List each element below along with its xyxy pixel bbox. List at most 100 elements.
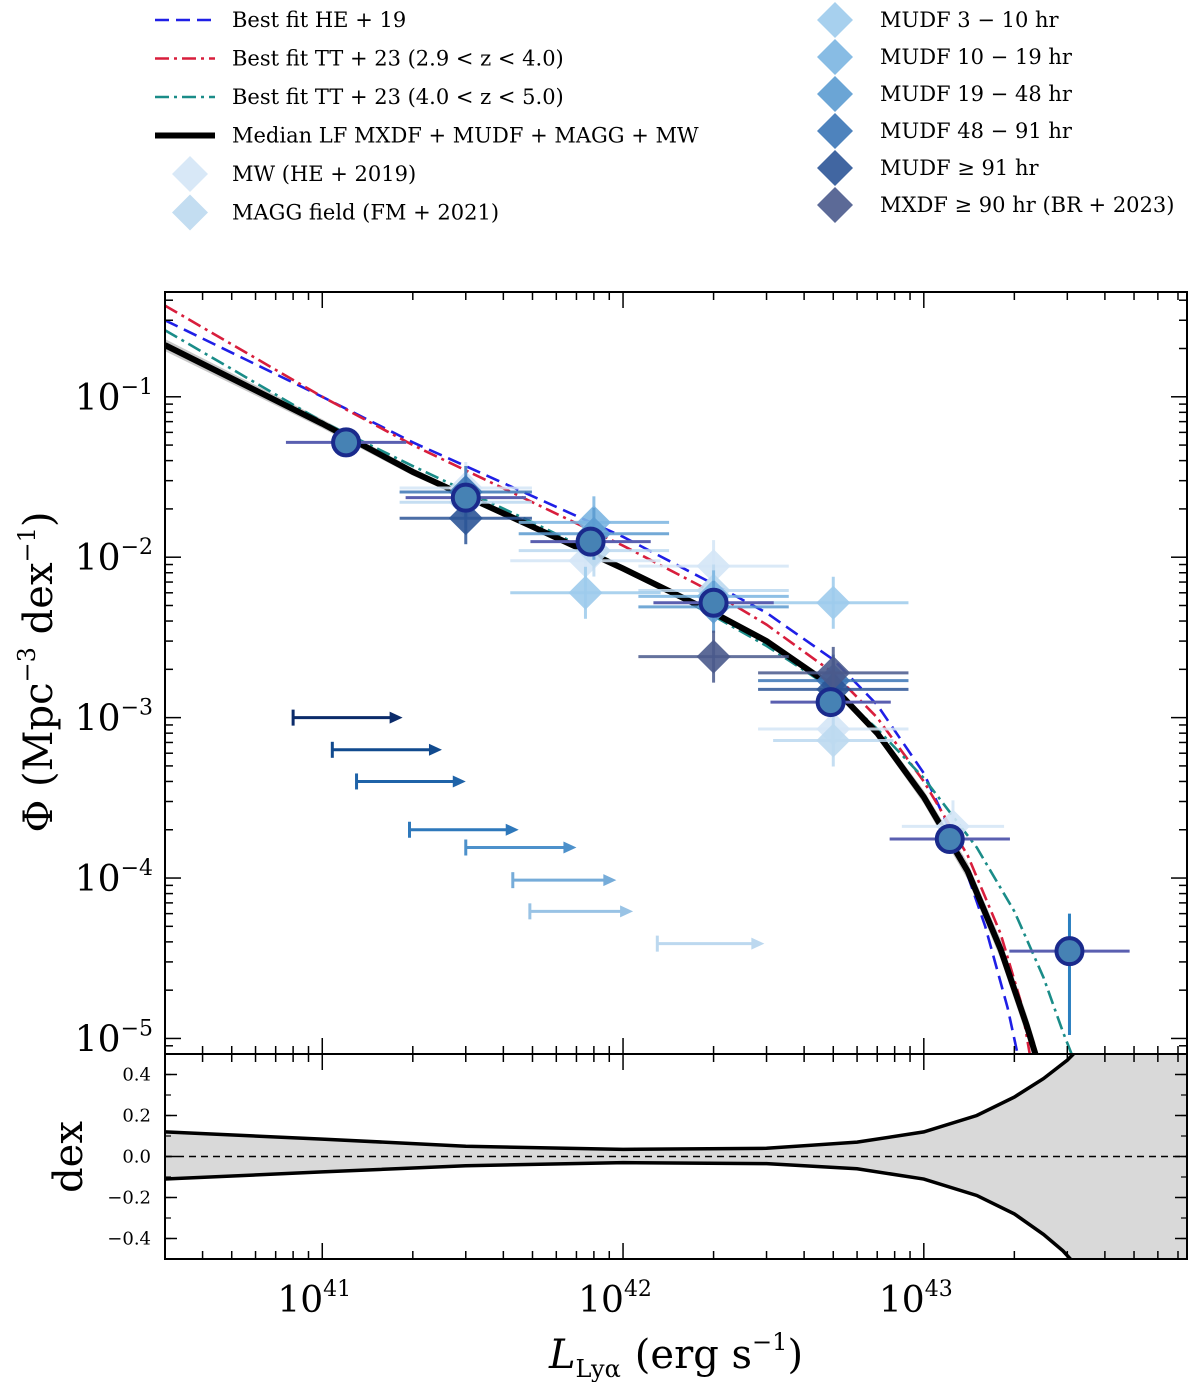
circle-marker	[1054, 936, 1085, 967]
arrow-head	[563, 841, 577, 854]
legend-entry: Median LF MXDF + MUDF + MAGG + MW	[155, 124, 699, 148]
circle-marker	[934, 824, 965, 855]
y-tick-label: 10−4	[75, 856, 153, 900]
y-title-part: dex	[16, 562, 62, 647]
legend-entry: MW (HE + 2019)	[172, 156, 416, 192]
x-title-close: )	[787, 1332, 803, 1378]
legend-diamond-marker	[817, 76, 853, 112]
diamond-marker	[696, 639, 731, 674]
x-axis-title: LLyα (erg s−1)	[548, 1328, 803, 1382]
residual-tick-label: 0.0	[122, 1147, 151, 1168]
x-tick-label-exp: 43	[925, 1277, 953, 1302]
y-tick-label-base: 10	[75, 699, 121, 740]
circle-marker	[815, 687, 846, 718]
y-title-part: Φ (Mpc	[16, 682, 62, 832]
legend-diamond-marker	[817, 2, 853, 38]
x-tick-label: 1043	[879, 1277, 953, 1321]
circle-marker	[698, 587, 729, 618]
y-axis-title: Φ (Mpc−3 dex−1)	[13, 511, 62, 832]
diamond-marker	[816, 655, 851, 690]
legend-label: MW (HE + 2019)	[232, 162, 416, 186]
residual-tick-label: 0.2	[122, 1106, 151, 1127]
x-tick-label: 1042	[578, 1277, 652, 1321]
diamond-marker	[816, 585, 851, 620]
x-title-units: (erg s	[635, 1332, 752, 1378]
y-tick-label-exp: −1	[121, 375, 153, 400]
residual-lower-curve	[165, 1160, 1073, 1259]
legend-diamond-marker	[172, 156, 208, 192]
lower-limit-arrow	[528, 903, 634, 920]
residual-axis-title: dex	[46, 1121, 92, 1193]
legend-entry: MUDF 48 − 91 hr	[817, 113, 1073, 149]
residual-panel: 0.4 0.2 0.0 −0.2 −0.4	[107, 1053, 1188, 1260]
arrow-head	[620, 905, 634, 918]
data-point-diamond	[758, 576, 909, 629]
x-title-exp: −1	[752, 1328, 787, 1356]
legend-diamond-marker	[817, 187, 853, 223]
y-tick-label-exp: −4	[121, 856, 153, 881]
x-title-base: L	[548, 1332, 576, 1378]
x-tick-label-exp: 42	[624, 1277, 652, 1302]
arrow-head	[428, 743, 442, 756]
x-title-sub: Lyα	[576, 1355, 621, 1382]
legend-entry: Best fit HE + 19	[155, 8, 406, 32]
legend-entry: MUDF 3 − 10 hr	[817, 2, 1060, 38]
x-tick-label-base: 10	[578, 1280, 624, 1321]
residual-tick-label: −0.4	[107, 1229, 151, 1250]
legend-entry: MUDF ≥ 91 hr	[817, 150, 1039, 186]
legend-diamond-marker	[172, 194, 208, 231]
residual-upper-curve	[165, 1054, 1076, 1152]
legend-label: MUDF 10 − 19 hr	[880, 45, 1073, 69]
legend-label: MUDF ≥ 91 hr	[880, 156, 1039, 180]
data-point-circle	[770, 687, 891, 718]
legend-entry: Best fit TT + 23 (2.9 < z < 4.0)	[155, 47, 564, 71]
y-tick-label-exp: −3	[121, 696, 153, 721]
legend: Best fit HE + 19 Best fit TT + 23 (2.9 < …	[155, 2, 1174, 231]
legend-diamond-marker	[817, 39, 853, 75]
main-panel: 10−110−210−310−410−5	[75, 291, 1188, 1060]
lower-limit-arrow	[291, 709, 403, 726]
circle-marker	[331, 427, 362, 458]
lower-limit-arrow	[464, 839, 577, 856]
diamond-marker	[568, 575, 603, 610]
arrow-head	[505, 823, 519, 836]
legend-entry: Best fit TT + 23 (4.0 < z < 5.0)	[155, 85, 564, 109]
data-point-diamond	[773, 714, 894, 767]
x-tick-label: 1041	[277, 1277, 351, 1321]
legend-label: MXDF ≥ 90 hr (BR + 2023)	[880, 193, 1174, 217]
y-tick-label: 10−1	[75, 375, 153, 419]
legend-label: MUDF 19 − 48 hr	[880, 82, 1073, 106]
y-tick-label-exp: −5	[121, 1016, 153, 1041]
x-tick-label-base: 10	[879, 1280, 925, 1321]
y-title-part: )	[16, 511, 62, 527]
lower-limit-arrow	[408, 821, 519, 838]
curve-median-lf-mxdf-mudf-magg-mw	[165, 342, 1039, 1054]
y-tick-label: 10−5	[75, 1016, 153, 1060]
data-point-circle	[285, 427, 407, 458]
main-plot-area	[165, 304, 1130, 1054]
lower-limit-arrow	[355, 773, 466, 790]
circle-marker	[450, 482, 481, 513]
curve-best-fit-tt-23-2-9-z-4-0-	[165, 304, 1032, 1054]
data-point-circle	[653, 587, 774, 618]
data-point-circle	[1009, 913, 1130, 1036]
main-frame	[164, 291, 1188, 1055]
legend-diamond-marker	[817, 113, 853, 149]
y-tick-label: 10−2	[75, 535, 153, 579]
y-tick-label-base: 10	[75, 1019, 121, 1060]
legend-entry: MUDF 19 − 48 hr	[817, 76, 1073, 112]
legend-label: Best fit TT + 23 (2.9 < z < 4.0)	[232, 47, 564, 71]
data-point-circle	[889, 824, 1010, 855]
y-tick-label-base: 10	[75, 859, 121, 900]
legend-label: MUDF 3 − 10 hr	[880, 8, 1060, 32]
y-title-part: −1	[13, 527, 41, 562]
arrow-head	[389, 711, 403, 724]
legend-label: Median LF MXDF + MUDF + MAGG + MW	[232, 124, 699, 148]
y-tick-label-exp: −2	[121, 535, 153, 560]
legend-entry: MXDF ≥ 90 hr (BR + 2023)	[817, 187, 1174, 223]
x-tick-label-base: 10	[277, 1280, 323, 1321]
data-point-circle	[530, 526, 651, 557]
legend-label: Best fit HE + 19	[232, 8, 406, 32]
y-tick-label-base: 10	[75, 378, 121, 419]
